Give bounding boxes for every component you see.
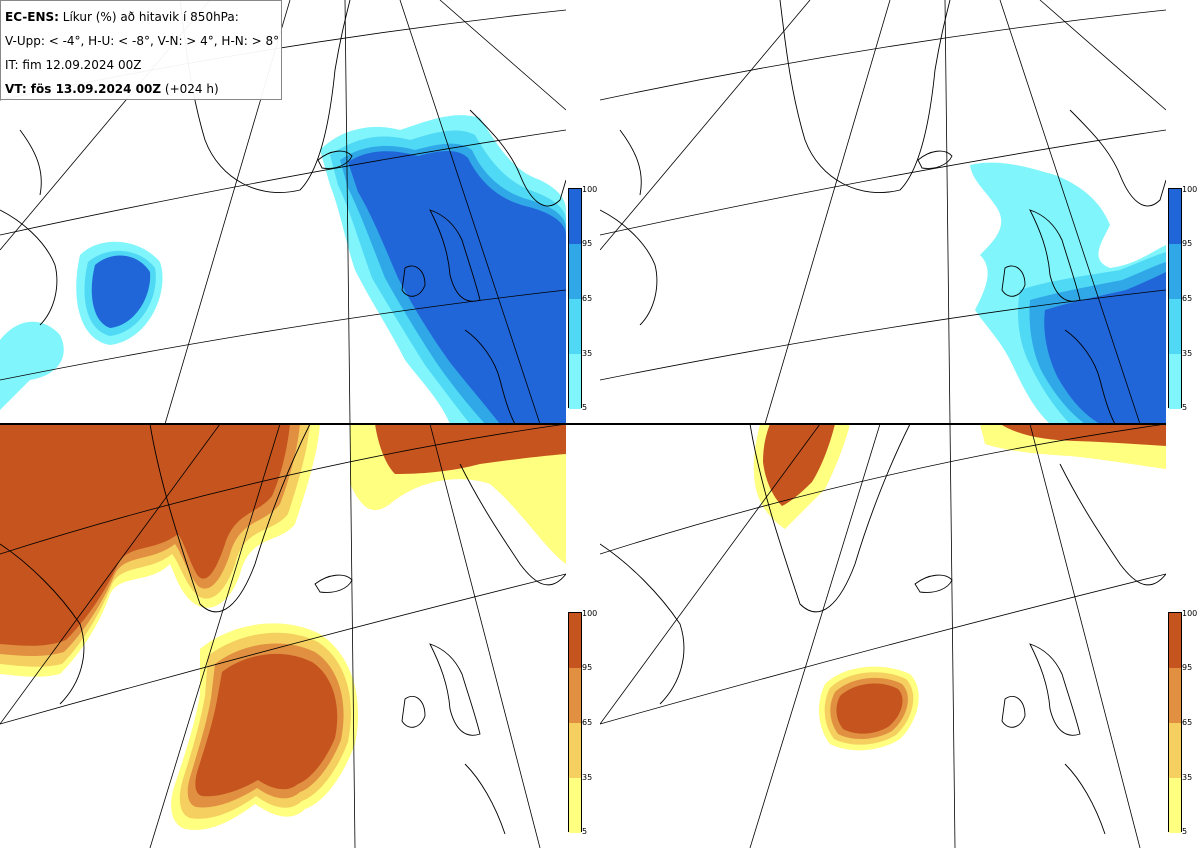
tick-label: 65: [582, 718, 593, 727]
prob-area-east-top: [1000, 424, 1166, 446]
tick-label: 5: [582, 827, 588, 836]
prob-area-west-top: [91, 255, 151, 328]
valid-time: VT: fös 13.09.2024 00Z: [5, 82, 162, 96]
graticule: [600, 0, 1166, 424]
graticule: [600, 424, 1166, 848]
panel-separator: [0, 423, 1166, 425]
probability-fields: [970, 162, 1166, 424]
tick-label: 95: [1182, 239, 1193, 248]
prob-area-east-top: [348, 151, 566, 424]
coast-iceland: [317, 150, 353, 169]
prob-area-west-low: [0, 321, 64, 410]
tick-label: 65: [582, 294, 593, 303]
prob-area-north-top: [0, 424, 290, 646]
prob-area-north-top: [763, 424, 835, 506]
coast-ireland: [401, 265, 426, 297]
graticule: [0, 424, 566, 848]
coast-europe: [464, 329, 516, 424]
probability-fields: [753, 424, 1166, 751]
tick-label: 95: [1182, 663, 1193, 672]
map-panel-top-left: EC-ENS: Líkur (%) að hitavik í 850hPa: V…: [0, 0, 566, 424]
tick-label: 100: [582, 609, 598, 618]
tick-label: 5: [582, 403, 588, 412]
coast-canada: [0, 209, 58, 326]
map-bottom-left: [0, 424, 566, 848]
coastlines: [600, 0, 1166, 424]
coastlines: [0, 424, 566, 835]
map-panel-bottom-left: [0, 424, 566, 848]
map-title: Líkur (%) að hitavik í 850hPa:: [62, 10, 239, 24]
map-legend: EC-ENS: Líkur (%) að hitavik í 850hPa: V…: [0, 0, 282, 100]
tick-label: 5: [1182, 827, 1188, 836]
prob-area-norway-top: [375, 424, 566, 474]
colorbar-warm-right: [1168, 612, 1182, 833]
prob-area-atlantic-top: [195, 653, 338, 797]
lead-time: (+024 h): [164, 82, 219, 96]
prob-area-atlantic-top: [836, 683, 903, 734]
coast-britain: [429, 209, 481, 302]
probability-fields: [0, 424, 566, 830]
initial-time: IT: fim 12.09.2024 00Z: [5, 58, 142, 72]
tick-label: 35: [1182, 349, 1193, 358]
map-panel-top-right: [600, 0, 1166, 424]
prob-area-top: [1044, 272, 1166, 424]
tick-label: 35: [582, 773, 593, 782]
map-top-right: [600, 0, 1166, 424]
map-panel-bottom-right: [600, 424, 1166, 848]
colorbar-cold-right: [1168, 188, 1182, 409]
coast-labrador: [19, 129, 42, 196]
tick-label: 35: [582, 349, 593, 358]
coast-scandinavia: [469, 109, 566, 207]
colorbar-warm-left: [568, 612, 582, 833]
tick-label: 5: [1182, 403, 1188, 412]
tick-label: 65: [1182, 718, 1193, 727]
coastlines: [600, 424, 1166, 835]
tick-label: 100: [582, 185, 598, 194]
tick-label: 100: [1182, 609, 1198, 618]
tick-label: 95: [582, 663, 593, 672]
tick-label: 65: [1182, 294, 1193, 303]
tick-label: 95: [582, 239, 593, 248]
map-bottom-right: [600, 424, 1166, 848]
colorbar-cold-left: [568, 188, 582, 409]
model-label: EC-ENS:: [5, 10, 59, 24]
tick-label: 100: [1182, 185, 1198, 194]
probability-fields: [0, 115, 566, 424]
threshold-text: V-Upp: < -4°, H-U: < -8°, V-N: > 4°, H-N…: [5, 34, 280, 48]
tick-label: 35: [1182, 773, 1193, 782]
